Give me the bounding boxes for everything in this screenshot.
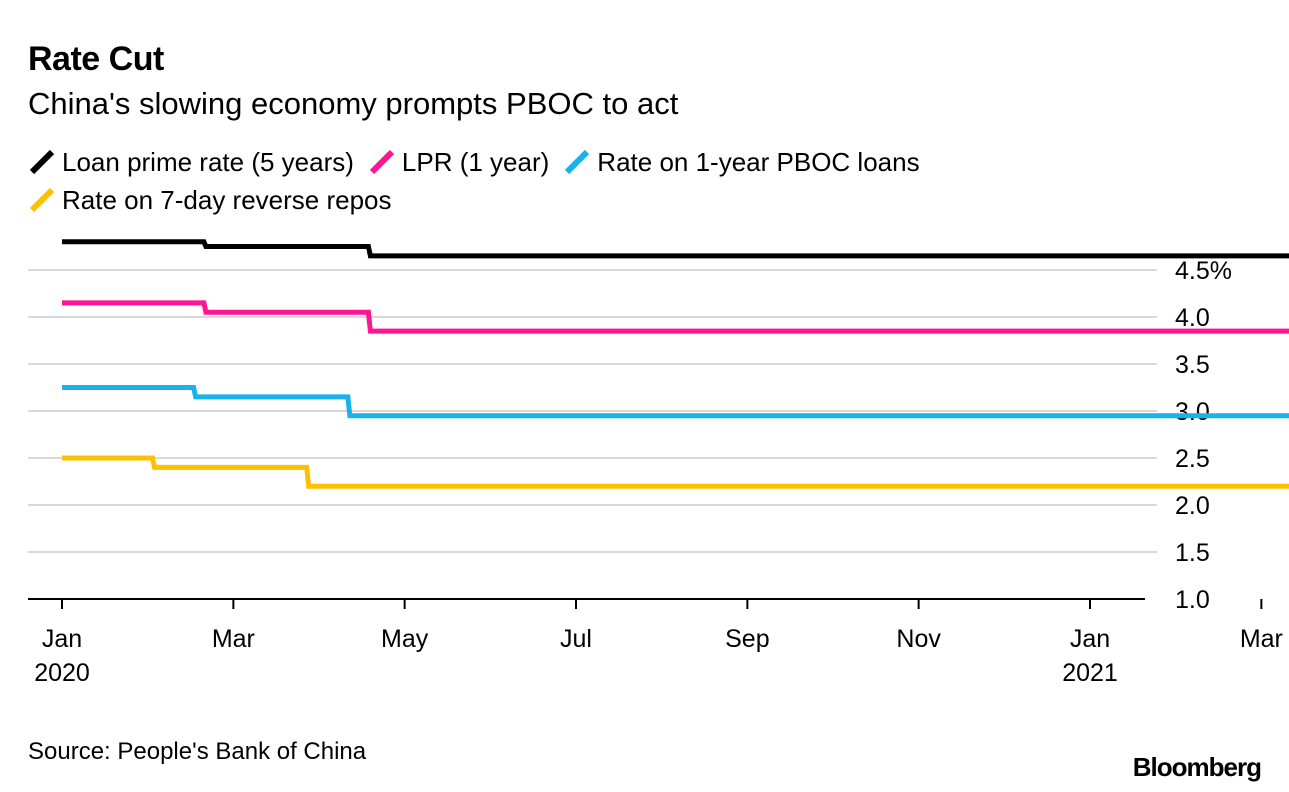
y-tick-label: 4.5% xyxy=(1175,257,1232,285)
series-line xyxy=(62,385,1289,419)
series-line xyxy=(62,455,1289,489)
x-tick-label: Mar xyxy=(1240,625,1283,653)
x-tick-label: Sep xyxy=(725,625,769,653)
legend-swatch xyxy=(369,149,395,175)
legend-swatch xyxy=(29,187,55,213)
x-tick-label: Jan xyxy=(1070,625,1110,653)
legend-label: Rate on 7-day reverse repos xyxy=(62,184,392,215)
y-tick-label: 3.5 xyxy=(1175,351,1210,379)
x-tick-label: Jan xyxy=(42,625,82,653)
series-line xyxy=(62,239,1289,259)
legend-swatch xyxy=(565,149,590,175)
x-tick-year: 2020 xyxy=(34,659,90,687)
x-tick-label: Mar xyxy=(212,625,255,653)
chart-subtitle: China's slowing economy prompts PBOC to … xyxy=(28,86,679,121)
y-tick-label: 3.0 xyxy=(1175,398,1210,426)
y-tick-label: 4.0 xyxy=(1175,304,1210,332)
series-line xyxy=(62,300,1289,334)
y-tick-label: 2.5 xyxy=(1175,445,1210,473)
legend-label: LPR (1 year) xyxy=(401,146,550,177)
x-tick-label: Nov xyxy=(896,625,941,653)
chart-title: Rate Cut xyxy=(28,40,164,78)
legend-item: Rate on 7-day reverse repos xyxy=(28,184,392,216)
x-tick-year: 2021 xyxy=(1062,659,1118,687)
legend-swatch xyxy=(29,149,55,175)
x-tick-label: May xyxy=(381,625,429,653)
legend: Loan prime rate (5 years) LPR (1 year) Rat… xyxy=(28,146,1128,222)
legend-label: Loan prime rate (5 years) xyxy=(62,146,354,177)
legend-item: Rate on 1-year PBOC loans xyxy=(563,146,920,178)
y-tick-label: 1.0 xyxy=(1175,586,1210,614)
y-tick-label: 1.5 xyxy=(1175,539,1210,567)
bloomberg-logo: Bloomberg xyxy=(1132,752,1262,782)
source-note: Source: People's Bank of China xyxy=(28,738,367,765)
legend-item: LPR (1 year) xyxy=(368,146,549,178)
legend-item: Loan prime rate (5 years) xyxy=(28,146,354,178)
legend-label: Rate on 1-year PBOC loans xyxy=(597,146,920,177)
x-tick-label: Jul xyxy=(560,625,592,653)
y-tick-label: 2.0 xyxy=(1175,492,1210,520)
